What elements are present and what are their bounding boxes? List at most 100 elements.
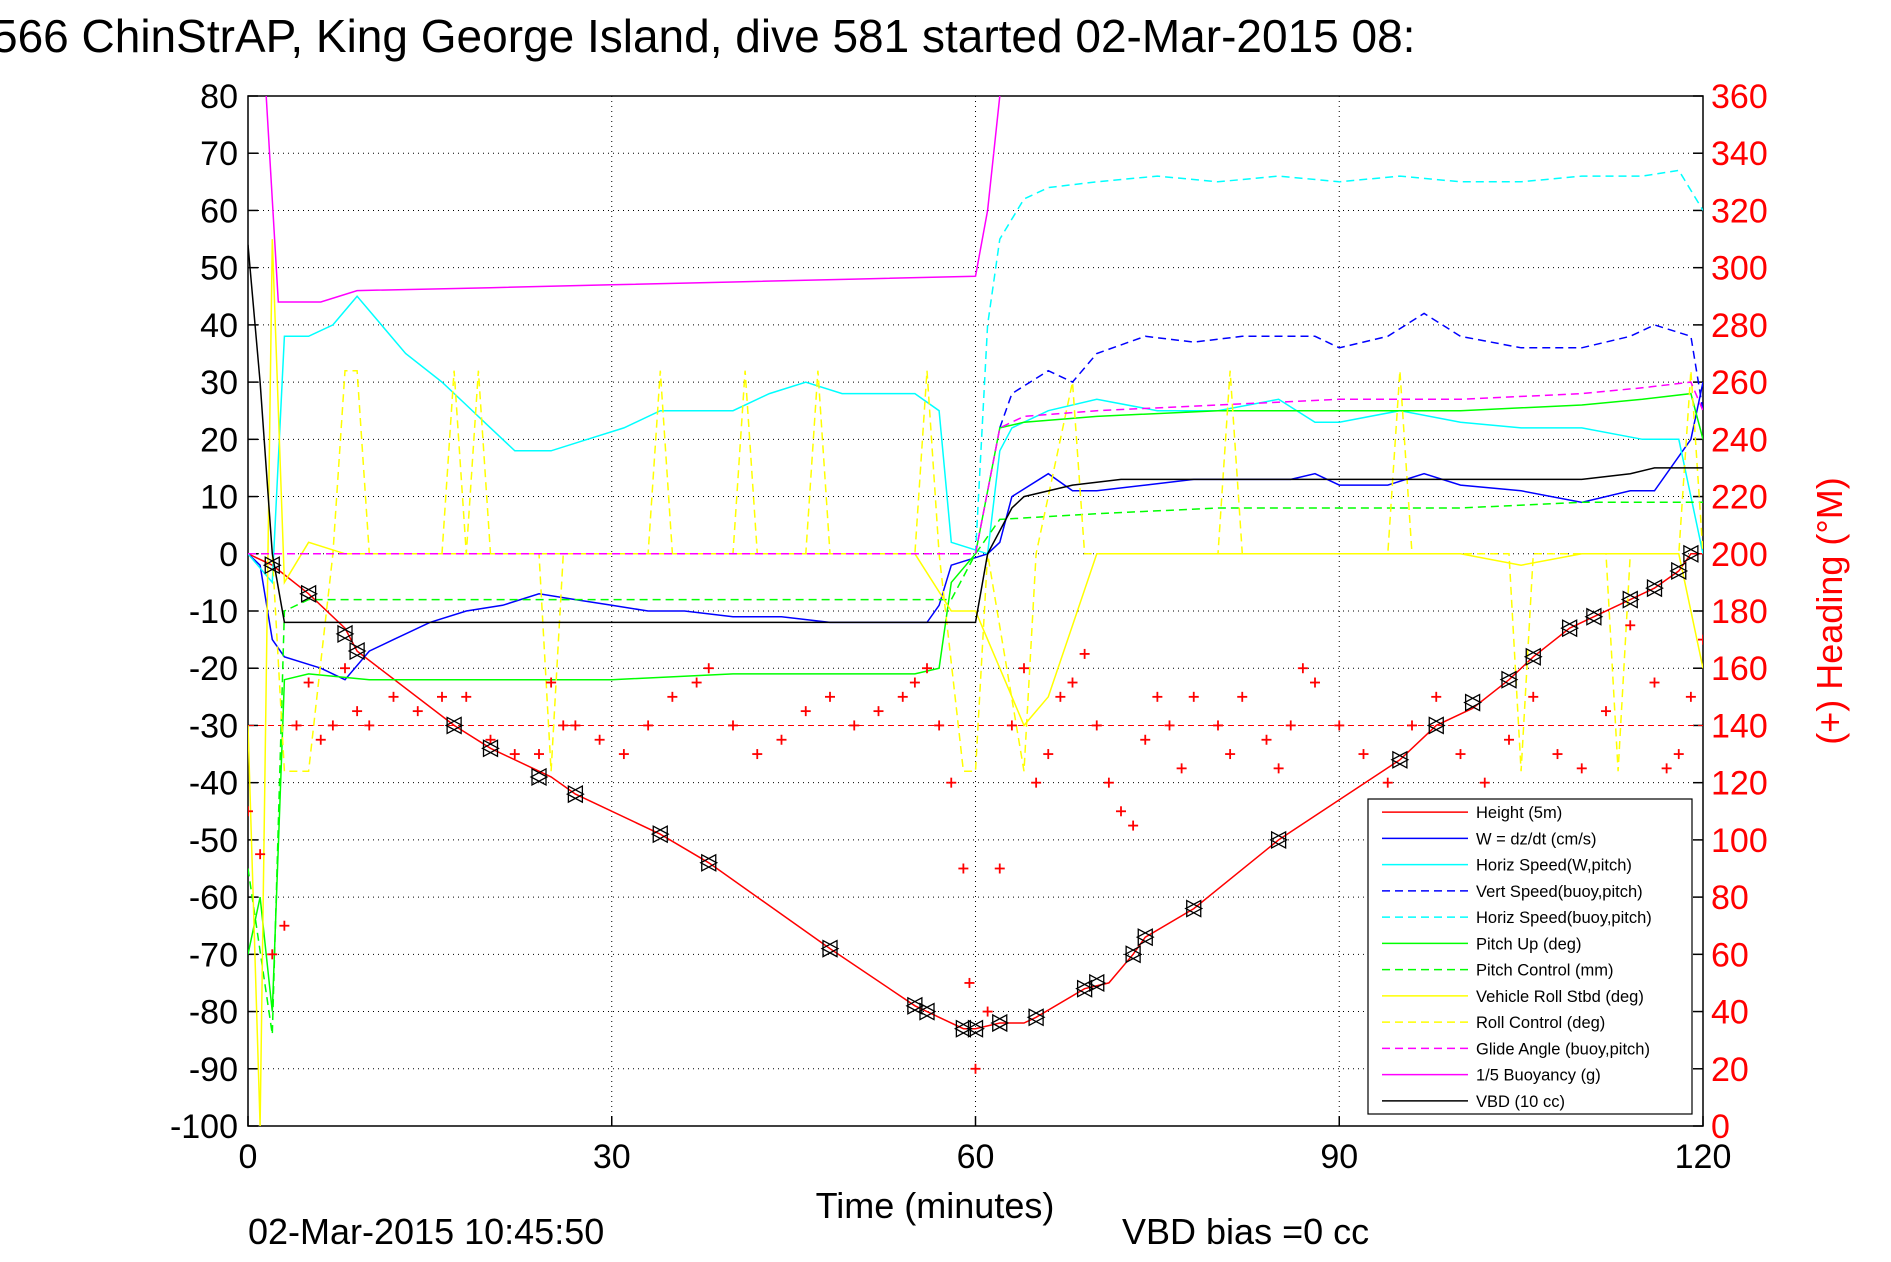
heading-point (352, 706, 363, 717)
right-tick-label: 100 (1711, 822, 1768, 860)
heading-point (1031, 777, 1042, 788)
height-marker-left (529, 767, 547, 787)
left-tick-label: -20 (189, 650, 238, 688)
heading-point (412, 706, 423, 717)
height-marker-left (299, 584, 317, 603)
right-tick-label: 160 (1711, 650, 1768, 688)
legend-box (1367, 798, 1693, 1115)
heading-point (1649, 677, 1660, 688)
height-marker-left (262, 556, 280, 575)
series-line-1 (248, 381, 1703, 681)
heading-point (1079, 648, 1090, 659)
series-line-9 (248, 381, 1703, 555)
heading-point (1140, 734, 1151, 745)
heading-point (1213, 720, 1223, 731)
footer-timestamp: 02-Mar-2015 10:45:50 (248, 1211, 604, 1252)
left-axis: -100-90-80-70-60-50-40-30-20-10010203040… (170, 78, 258, 1146)
heading-point (388, 691, 399, 702)
legend: Height (5m) W = dz/dt (cm/s) Horiz Speed(W… (1367, 798, 1693, 1115)
height-marker-left (1087, 973, 1105, 993)
left-tick-label: -40 (189, 765, 238, 803)
height-marker-left (1269, 830, 1287, 849)
legend-label-6: Pitch Control (mm) (1476, 962, 1614, 980)
heading-point (437, 691, 447, 702)
right-tick-label: 240 (1711, 421, 1768, 459)
height-marker-left (917, 1002, 935, 1021)
height-marker-left (347, 641, 365, 661)
heading-point (1407, 720, 1417, 731)
right-tick-label: 180 (1711, 593, 1768, 631)
heading-point (340, 663, 350, 674)
series-line-0 (248, 553, 1703, 1030)
bottom-tick-label: 60 (957, 1138, 995, 1176)
heading-point (958, 863, 969, 874)
left-tick-label: 40 (200, 307, 238, 345)
height-marker-left (1026, 1008, 1044, 1027)
heading-point (994, 863, 1005, 874)
right-axis-label: (+) Heading (°M) (1809, 477, 1850, 744)
heading-point (643, 720, 654, 731)
height-marker-left (1135, 928, 1153, 947)
heading-point (255, 849, 266, 860)
heading-point (248, 806, 253, 817)
series-line-6 (248, 501, 1703, 1035)
heading-point (1285, 720, 1296, 731)
right-tick-label: 140 (1711, 707, 1768, 745)
height-marker-left (1390, 750, 1408, 769)
height-marker-left (1463, 693, 1481, 712)
heading-point (1176, 763, 1187, 774)
legend-label-5: Pitch Up (deg) (1476, 935, 1581, 953)
series-line-11 (248, 244, 1703, 624)
height-marker-left (699, 853, 717, 872)
right-tick-label: 260 (1711, 364, 1768, 402)
height-marker-left (650, 825, 668, 844)
right-tick-label: 200 (1711, 536, 1768, 574)
right-tick-label: 40 (1711, 994, 1749, 1032)
heading-point (1625, 620, 1636, 631)
heading-point (461, 691, 472, 702)
height-marker-left (1560, 619, 1578, 638)
heading-point (558, 720, 569, 731)
heading-point (570, 720, 581, 731)
heading-point (1455, 749, 1466, 760)
bottom-tick-label: 120 (1675, 1138, 1732, 1176)
heading-point (1601, 706, 1611, 717)
heading-point (1006, 720, 1017, 731)
height-marker-left (1669, 561, 1687, 581)
legend-label-4: Horiz Speed(buoy,pitch) (1476, 909, 1652, 927)
right-tick-label: 20 (1711, 1051, 1749, 1089)
bottom-tick-label: 0 (239, 1138, 258, 1176)
height-marker-left (481, 739, 499, 758)
heading-point (1334, 720, 1345, 731)
right-tick-label: 0 (1711, 1108, 1730, 1146)
height-marker-left (1523, 647, 1541, 666)
heading-point (982, 1006, 993, 1017)
legend-label-2: Horiz Speed(W,pitch) (1476, 857, 1632, 875)
height-marker-left (444, 716, 462, 735)
left-tick-label: 80 (200, 78, 238, 116)
legend-label-3: Vert Speed(buoy,pitch) (1476, 883, 1643, 901)
x-axis-label: Time (minutes) (816, 1185, 1055, 1226)
left-tick-label: -30 (189, 707, 238, 745)
left-tick-label: -90 (189, 1051, 238, 1089)
heading-point (873, 706, 884, 717)
heading-point (1261, 734, 1272, 745)
legend-label-7: Vehicle Roll Stbd (deg) (1476, 988, 1644, 1006)
heading-point (1116, 806, 1126, 817)
heading-point (291, 720, 302, 731)
height-marker-left (1584, 607, 1602, 626)
heading-point (1152, 691, 1163, 702)
heading-point (691, 677, 702, 688)
heading-point (594, 734, 605, 745)
heading-point (1673, 749, 1684, 760)
series-layer (248, 96, 1703, 1126)
legend-label-9: Glide Angle (buoy,pitch) (1476, 1040, 1650, 1058)
footer-vbd-bias: VBD bias =0 cc (1122, 1211, 1369, 1252)
heading-point (1685, 691, 1696, 702)
heading-point (1310, 677, 1320, 688)
heading-point (327, 720, 338, 731)
heading-point (303, 677, 314, 688)
heading-point (1188, 691, 1199, 702)
series-line-7 (248, 239, 1703, 1126)
